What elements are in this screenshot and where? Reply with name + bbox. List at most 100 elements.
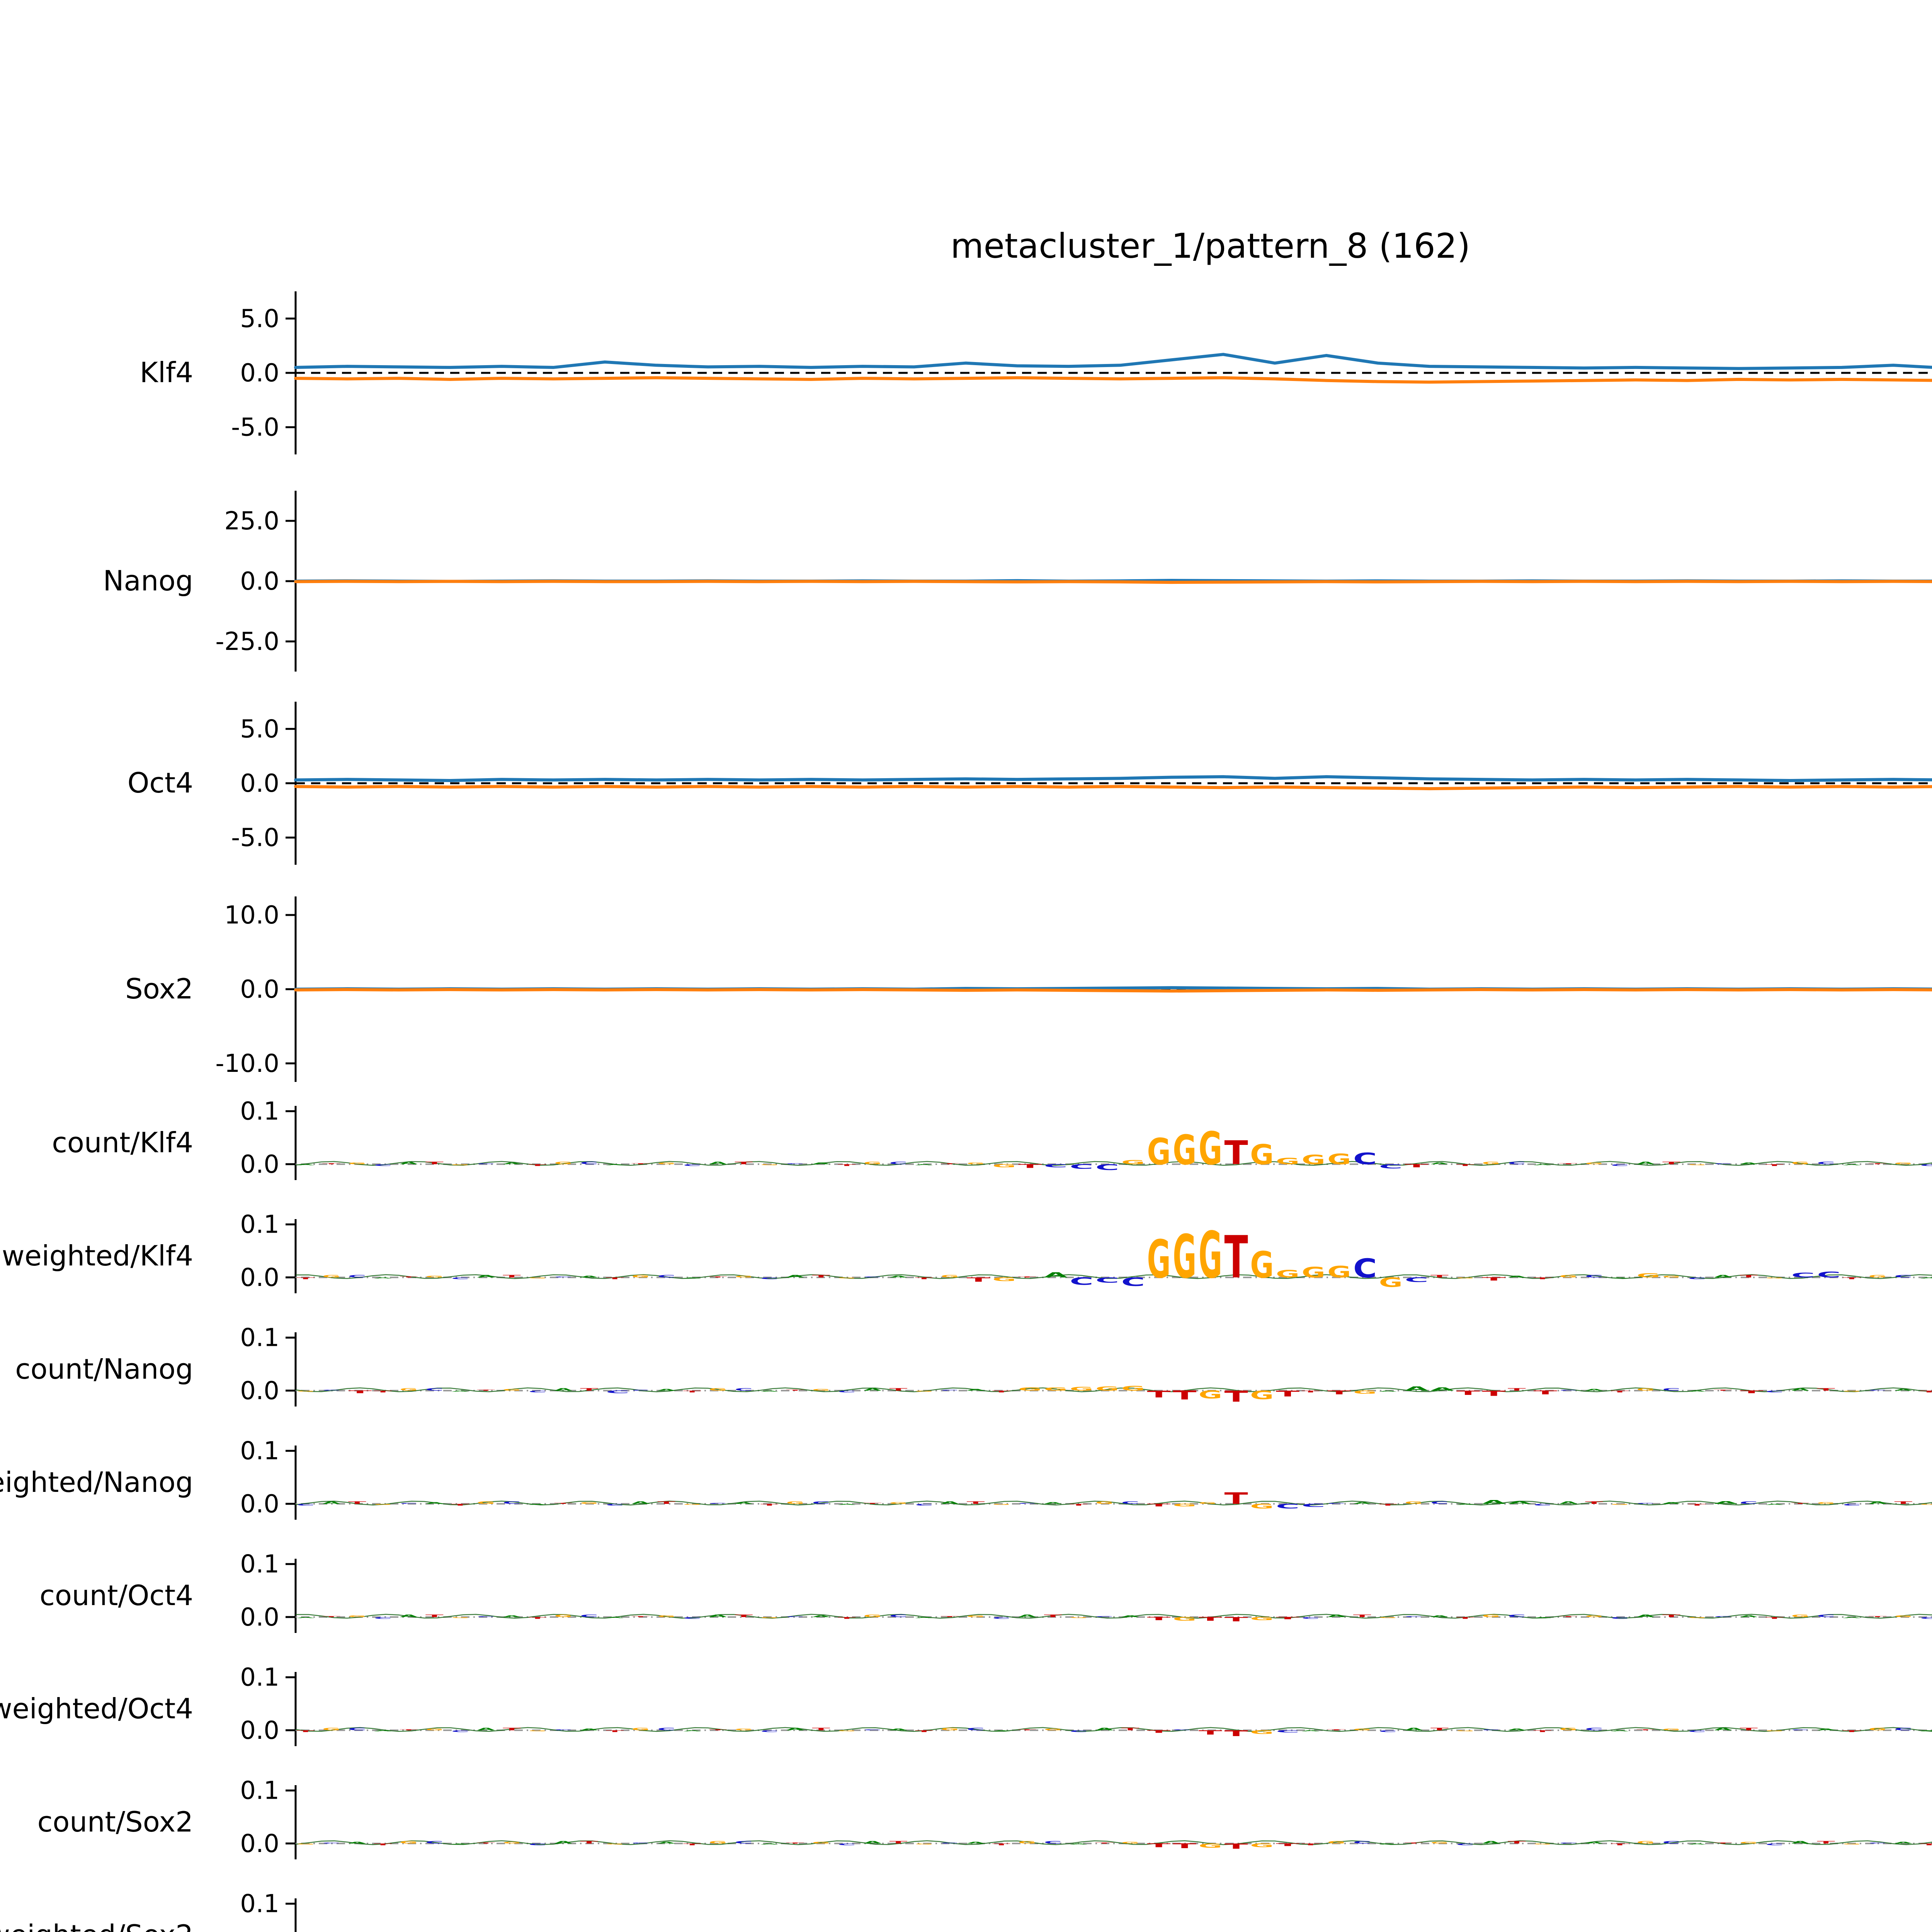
logo-letter-G: G (1147, 1229, 1170, 1290)
logo-letter-G: G (1791, 1614, 1810, 1618)
logo-letter-C: C (1044, 1841, 1063, 1845)
logo-letter-A: A (967, 1388, 985, 1391)
logo-letter-A: A (1327, 1614, 1345, 1618)
logo-letter-G: G (529, 1730, 547, 1732)
logo-letter-T: T (735, 1614, 755, 1618)
logo-letter-C: C (1353, 1841, 1372, 1845)
logo-letter-T: T (632, 1163, 653, 1165)
logo-letter-T: T (451, 1503, 472, 1507)
logo-letter-A: A (425, 1502, 444, 1505)
logo-letter-G: G (1662, 1275, 1680, 1278)
logo-letter-A: A (374, 1730, 393, 1732)
background-trace (295, 1500, 1932, 1506)
logo-letter-G: G (503, 1388, 521, 1391)
logo-letter-G: G (1405, 1501, 1423, 1505)
logo-letter-G: G (1173, 1126, 1196, 1174)
logo-letter-T: T (941, 1163, 962, 1165)
logo-letter-G: G (1327, 1841, 1345, 1845)
logo-letter-G: G (1250, 1139, 1274, 1171)
logo-letter-A: A (1430, 1615, 1449, 1618)
logo-letter-C: C (1894, 1728, 1913, 1731)
logo-letter-G: G (992, 1277, 1016, 1282)
panel-weighted-nanog: 0.10.0weighted/NanogTGTGCCAAACATGCATGCAT… (0, 1437, 1932, 1520)
y-tick-label: -10.0 (215, 1049, 279, 1078)
y-tick-label: 0.0 (240, 769, 279, 798)
logo-letter-C: C (1817, 1162, 1836, 1165)
logo-letter-T: T (1302, 1843, 1323, 1846)
logo-letter-C: C (1482, 1729, 1502, 1731)
logo-letter-C: C (735, 1388, 753, 1392)
logo-letter-A: A (606, 1164, 624, 1166)
logo-letter-T: T (503, 1275, 523, 1279)
logo-letter-A: A (915, 1617, 934, 1619)
logo-letter-G: G (992, 1504, 1010, 1505)
series-positive (294, 775, 1932, 782)
logo-letter-A: A (1765, 1504, 1784, 1505)
logo-letter-T: T (1482, 1390, 1506, 1398)
logo-letter-G: G (1688, 1164, 1706, 1166)
logo-letter-G: G (760, 1164, 779, 1166)
logo-letter-G: G (1199, 1502, 1217, 1505)
y-tick-label: 5.0 (240, 304, 279, 333)
logo-letter-C: C (657, 1275, 676, 1279)
logo-letter-A: A (1353, 1502, 1371, 1505)
logo-letter-A: A (889, 1728, 908, 1731)
logo-letter-T: T (1173, 1388, 1197, 1403)
logo-letter-A: A (1534, 1164, 1552, 1166)
logo-letter-A: A (1405, 1385, 1429, 1392)
logo-letter-T: T (1018, 1276, 1039, 1278)
logo-letter-T: T (1225, 1224, 1248, 1291)
logo-letter-A: A (992, 1730, 1011, 1732)
background-trace (295, 1727, 1932, 1732)
logo-letter-A: A (1611, 1277, 1629, 1279)
logo-letter-T: T (1225, 1843, 1248, 1851)
logo-letter-T: T (709, 1276, 730, 1278)
logo-letter-T: T (1018, 1729, 1039, 1731)
logo-letter-T: T (992, 1390, 1013, 1393)
logo-letter-T: T (786, 1842, 808, 1844)
logo-letter-C: C (348, 1275, 367, 1279)
logo-letter-T: T (1585, 1501, 1605, 1505)
logo-letter-T: T (683, 1390, 704, 1393)
logo-letter-G: G (1173, 1616, 1196, 1622)
logo-letter-C: C (529, 1390, 548, 1393)
background-trace (295, 1614, 1932, 1619)
logo-letter-C: C (786, 1616, 806, 1617)
logo-letter-G: G (1611, 1504, 1629, 1505)
logo-letter-A: A (889, 1275, 908, 1278)
logo-letter-A: A (554, 1841, 573, 1845)
y-tick-label: -5.0 (231, 413, 279, 442)
y-tick-label: 0.0 (240, 1377, 279, 1405)
logo-letter-G: G (1095, 1385, 1119, 1392)
logo-letter-C: C (1765, 1390, 1785, 1393)
logo-letter-C: C (1765, 1843, 1785, 1846)
logo-letter-G: G (1044, 1387, 1068, 1392)
y-tick-label: 0.0 (240, 1490, 279, 1519)
y-tick-label: 0.0 (240, 567, 279, 596)
logo-letter-G: G (1637, 1272, 1660, 1279)
logo-letter-T: T (889, 1388, 910, 1392)
logo-letter-C: C (709, 1503, 729, 1504)
logo-letter-T: T (1611, 1390, 1632, 1393)
logo-letter-C: C (1791, 1729, 1811, 1731)
logo-letter-G: G (657, 1162, 675, 1165)
panel-oct4: 5.0 0.0 -5.0 Oct4 (128, 702, 1932, 865)
row-label-weighted-sox2: weighted/Sox2 (0, 1919, 193, 1932)
logo-letter-C: C (1714, 1163, 1734, 1165)
logo-letter-G: G (967, 1615, 985, 1618)
logo-letter-C: C (683, 1164, 702, 1167)
logo-letter-C: C (1327, 1503, 1347, 1504)
logo-letter-C: C (1070, 1163, 1093, 1170)
y-tick-label: 0.1 (240, 1324, 279, 1352)
logo-letter-G: G (297, 1391, 315, 1392)
logo-letter-G: G (1482, 1614, 1500, 1618)
logo-letter-T: T (864, 1503, 885, 1504)
logo-letter-G: G (1791, 1162, 1810, 1165)
logo-letter-G: G (297, 1844, 315, 1845)
logo-letter-A: A (554, 1388, 573, 1392)
logo-letter-G: G (1688, 1617, 1706, 1619)
logo-letter-T: T (786, 1389, 808, 1391)
y-tick-label: 25.0 (224, 507, 280, 536)
